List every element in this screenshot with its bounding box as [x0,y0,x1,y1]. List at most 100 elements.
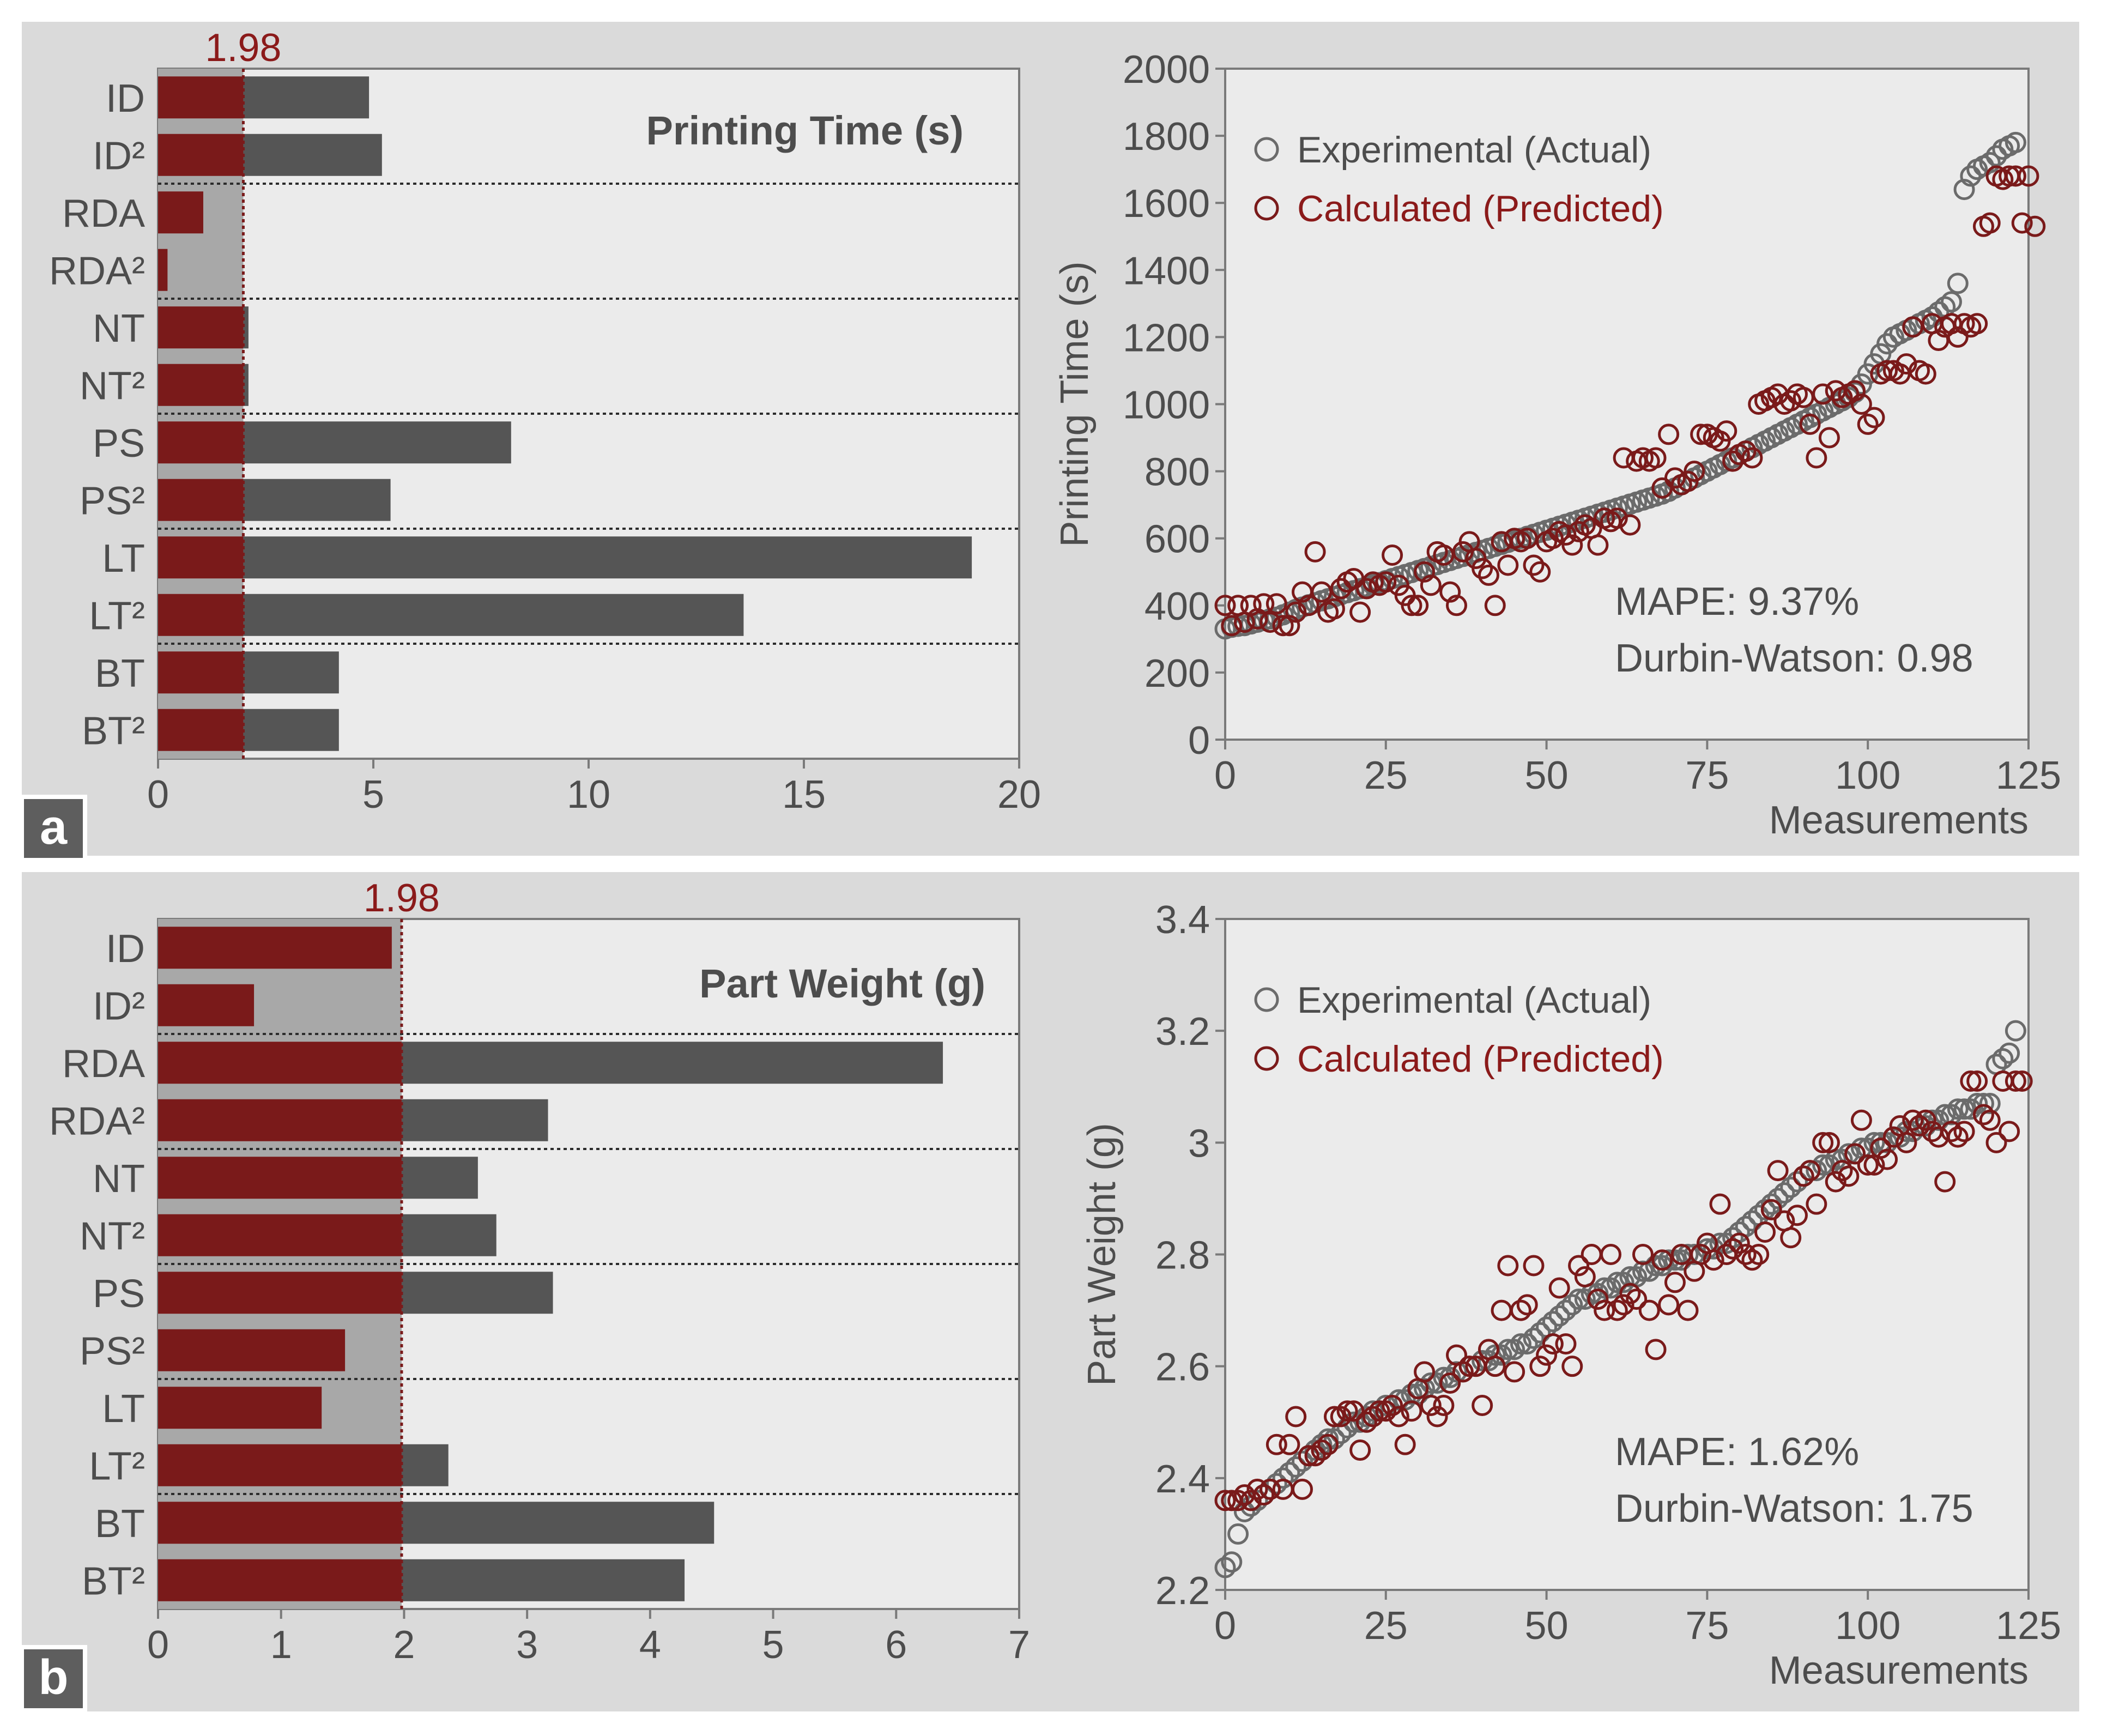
predicted-point [1799,413,1821,435]
predicted-point [1214,1490,1236,1511]
category-label: LT² [89,1444,145,1488]
x-tick-label: 2 [393,1623,415,1667]
predicted-point [1458,1356,1480,1377]
bar-5-above-threshold [401,1214,497,1256]
bar-10-above-threshold [243,651,339,694]
actual-point [1953,179,1975,201]
predicted-point [1966,1070,1988,1092]
actual-point [1272,1467,1294,1489]
predicted-point [1979,212,2001,234]
predicted-point [1529,1356,1551,1377]
y-tick-label: 400 [1145,585,1210,628]
actual-point [1960,165,1982,187]
bar-4-above-threshold [243,306,249,349]
legend-actual-label: Experimental (Actual) [1297,979,1651,1021]
x-tick-label: 6 [885,1623,907,1667]
actual-point [1227,1523,1249,1545]
predicted-point [1838,1165,1860,1187]
x-tick-label: 125 [1996,1604,2061,1648]
category-label: BT² [82,1559,145,1603]
mape-annotation: MAPE: 1.62% [1615,1430,1859,1474]
actual-point [1786,1171,1808,1193]
actual-point [1214,1557,1236,1578]
y-tick-label: 3 [1188,1122,1210,1165]
predicted-point [1304,1445,1326,1467]
predicted-point [1568,521,1590,542]
predicted-point [1876,1148,1898,1170]
predicted-point [1542,528,1564,549]
predicted-point [2005,165,2026,187]
actual-point [1921,306,1943,328]
actual-point [1632,1260,1654,1282]
predicted-point [1818,1132,1840,1153]
predicted-point [1645,1339,1667,1360]
predicted-point [1362,1406,1384,1427]
predicted-point [1709,1193,1731,1215]
bar-9-above-threshold [243,594,744,636]
actual-point [1754,1199,1776,1220]
predicted-point [1523,1255,1545,1277]
actual-point [1233,1501,1255,1522]
bar-8-above-threshold [243,536,972,579]
predicted-point [1484,1356,1506,1377]
bar-8 [158,536,244,579]
predicted-point [1304,541,1326,562]
predicted-point [1382,1394,1403,1416]
actual-point [1574,1289,1596,1310]
predicted-point [1484,595,1506,616]
actual-point [2005,1020,2026,1042]
y-tick-label: 2.8 [1155,1234,1210,1278]
legend-actual-label: Experimental (Actual) [1297,129,1651,171]
predicted-point [1915,363,1936,385]
y-tick-label: 1400 [1123,249,1210,293]
actual-point [1645,1255,1667,1277]
printing-time-bar-chart: ID ID² RDA RDA² NT NT² PS PS² LT LT² BT BT² 1.98 0 5 10… [49,26,1041,816]
bar-6-above-threshold [401,1272,553,1314]
predicted-point [1645,447,1667,469]
actual-point [1664,1249,1686,1271]
bar-2 [158,1042,402,1084]
predicted-point [1317,1433,1339,1455]
actual-point [1285,1456,1307,1478]
y-tick-label: 200 [1145,652,1210,695]
predicted-point [1960,1070,1982,1092]
category-label: RDA [62,1042,145,1086]
x-tick-label: 10 [567,773,610,816]
predicted-point [1355,1411,1377,1433]
predicted-point [1349,1439,1371,1461]
predicted-point [1375,1400,1397,1422]
category-label: NT [93,1157,145,1201]
actual-point [2005,131,2026,153]
actual-point [1439,1366,1461,1388]
predicted-point [1446,595,1468,616]
actual-point [1999,1042,2020,1064]
predicted-point [1343,1400,1365,1422]
part-weight-bar-chart: ID ID² RDA RDA² NT NT² PS PS² LT LT² BT BT² 1.98 0 1 2 3… [49,876,1030,1667]
predicted-point [1741,447,1763,469]
predicted-point [1999,1121,2020,1142]
predicted-point [2005,1070,2026,1092]
predicted-point [1735,440,1757,462]
x-tick-label: 5 [762,1623,784,1667]
x-axis-label: Measurements [1769,1649,2029,1692]
legend-actual-marker [1254,137,1279,162]
predicted-point [1850,1109,1872,1131]
category-label: PS² [80,479,145,523]
predicted-point [1626,1289,1648,1310]
predicted-point [1638,1299,1660,1321]
y-axis-label: Part Weight (g) [1080,1123,1124,1386]
predicted-point [1401,595,1422,616]
actual-point [1684,1244,1705,1265]
predicted-point [1786,1205,1808,1226]
predicted-point [1850,394,1872,415]
actual-point [1940,291,1962,313]
predicted-point [1812,1132,1834,1153]
x-tick-label: 100 [1835,754,1900,797]
bar-11 [158,709,244,751]
actual-point [1323,1428,1345,1450]
y-tick-label: 2000 [1123,48,1210,92]
bar-0 [158,927,392,969]
category-label: RDA [62,192,145,235]
predicted-point [1266,1433,1287,1455]
predicted-point [1414,561,1436,583]
